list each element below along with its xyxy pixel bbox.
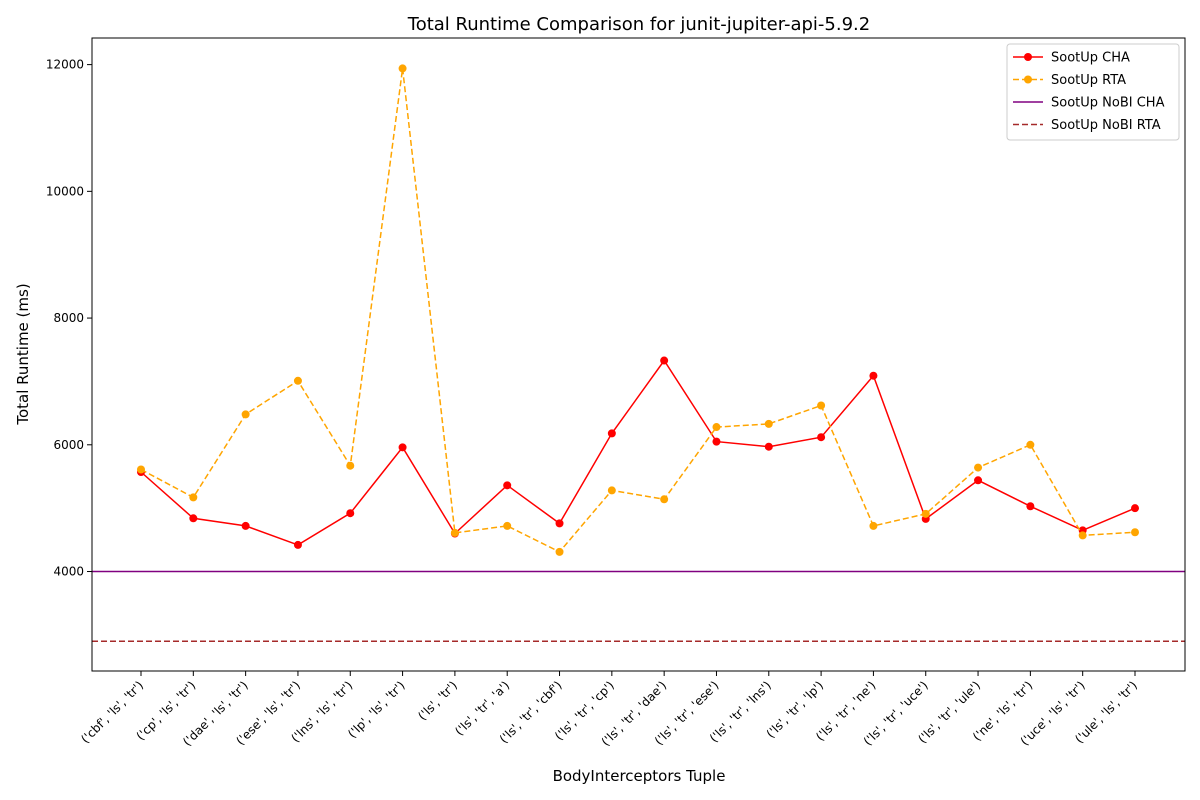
- x-axis: ('cbf', 'ls', 'tr')('cp', 'ls', 'tr')('d…: [78, 671, 1140, 749]
- series-0-point-7: [503, 481, 512, 490]
- series-1-point-3: [293, 376, 302, 385]
- series-line-0: [140, 359, 1136, 546]
- series-line-1: [140, 68, 1136, 553]
- series-0-point-9: [607, 429, 616, 438]
- series-0-point-13: [817, 433, 826, 442]
- chart-title: Total Runtime Comparison for junit-jupit…: [407, 14, 870, 35]
- series-1-point-16: [974, 463, 983, 472]
- series-0-point-11: [712, 437, 721, 446]
- series-1-point-4: [346, 461, 355, 470]
- series-0-point-14: [869, 371, 878, 380]
- legend-marker-1: [1024, 75, 1032, 84]
- series-0-point-12: [764, 442, 773, 451]
- series-1-point-1: [189, 493, 198, 502]
- series-0-point-16: [974, 476, 983, 485]
- series-1-point-7: [503, 521, 512, 530]
- y-axis: 4000 6000 8000 10000 12000: [46, 58, 92, 579]
- legend-label-3: SootUp NoBI RTA: [1051, 118, 1161, 133]
- series-1-point-15: [921, 509, 930, 518]
- series-1-point-13: [817, 401, 826, 410]
- legend-label-0: SootUp CHA: [1051, 51, 1130, 66]
- series-0-point-8: [555, 519, 564, 528]
- series-1-point-18: [1078, 531, 1087, 540]
- y-tick-label-1: 6000: [53, 438, 84, 452]
- plot-area: [92, 64, 1185, 642]
- series-0-point-19: [1131, 504, 1139, 513]
- y-tick-label-2: 8000: [53, 311, 84, 325]
- series-1-point-19: [1131, 528, 1139, 537]
- series-1-point-17: [1026, 440, 1035, 449]
- series-0-point-17: [1026, 502, 1035, 511]
- series-0-point-4: [346, 509, 355, 518]
- series-1-point-11: [712, 423, 721, 432]
- series-0-point-10: [660, 356, 669, 365]
- series-1-point-0: [137, 465, 145, 474]
- plot-frame: [91, 37, 1186, 672]
- y-axis-title: Total Runtime (ms): [14, 283, 32, 425]
- series-1-point-14: [869, 521, 878, 530]
- legend-label-1: SootUp RTA: [1051, 73, 1126, 88]
- series-0-point-3: [293, 540, 302, 549]
- series-0-point-2: [241, 521, 250, 530]
- series-1-point-8: [555, 547, 564, 556]
- series-1-point-6: [450, 528, 459, 537]
- x-tick-label-6: ('ls', 'tr'): [415, 678, 460, 723]
- legend-box: [1006, 43, 1180, 141]
- y-tick-label-0: 4000: [53, 565, 84, 579]
- series-1-point-10: [660, 495, 669, 504]
- series-1-point-12: [764, 419, 773, 428]
- x-axis-title: BodyInterceptors Tuple: [553, 767, 726, 785]
- legend-label-2: SootUp NoBI CHA: [1051, 96, 1165, 111]
- y-tick-label-3: 10000: [46, 184, 84, 198]
- series-1-point-2: [241, 410, 250, 419]
- series-0-point-1: [189, 514, 198, 523]
- series-1-point-5: [398, 64, 407, 73]
- legend-marker-0: [1024, 53, 1032, 61]
- y-tick-label-4: 12000: [46, 58, 84, 72]
- series-0-point-5: [398, 443, 407, 452]
- series-1-point-9: [607, 486, 616, 495]
- legend: SootUp CHA SootUp RTA SootUp NoBI CHA SootU…: [1006, 43, 1180, 141]
